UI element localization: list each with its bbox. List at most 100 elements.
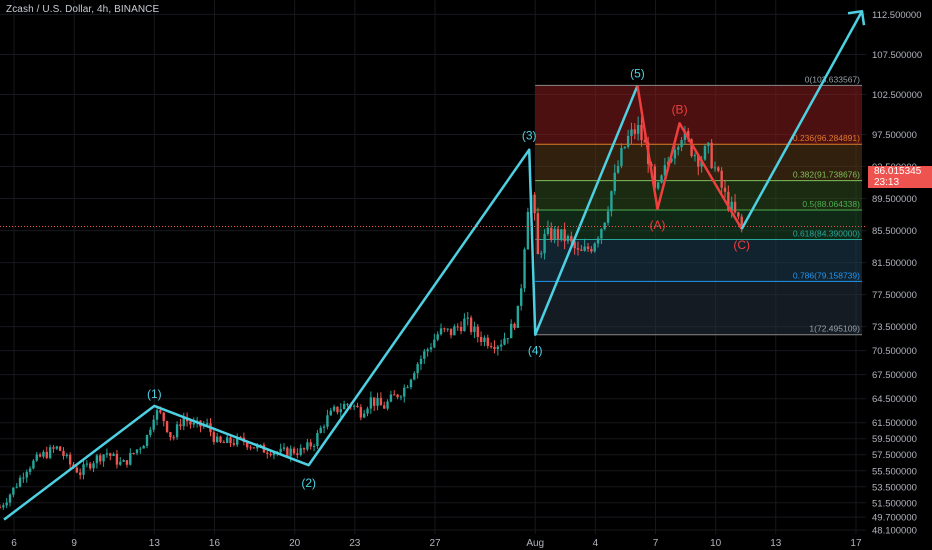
candle-body — [232, 443, 236, 445]
candle-body — [192, 422, 195, 425]
candle-body — [252, 447, 256, 449]
candle-body — [590, 248, 593, 252]
candle-body — [369, 397, 373, 409]
y-tick-label: 57.500000 — [872, 450, 917, 461]
candle-body — [466, 317, 469, 319]
candle-body — [8, 494, 12, 503]
candle-body — [225, 437, 229, 443]
candle-body — [506, 338, 510, 340]
candle-body — [326, 415, 329, 427]
impulse-wave-label: (1) — [147, 387, 162, 401]
time-axis[interactable]: 6 9 13 16 20 23 27 Aug 4 7 10 13 17 — [11, 538, 862, 549]
current-price-tag: 86.015345 23:13 — [868, 166, 932, 188]
candle-body — [219, 436, 222, 442]
x-tick-label: 4 — [593, 538, 599, 549]
y-tick-label: 59.500000 — [872, 434, 917, 445]
candle-body — [473, 326, 476, 333]
x-tick-label: 17 — [850, 538, 862, 549]
candle-body — [546, 227, 550, 234]
candle-body — [129, 452, 132, 465]
candle-body — [95, 455, 99, 464]
candle-body — [339, 409, 342, 413]
candle-body — [215, 436, 219, 443]
candle-body — [403, 387, 406, 397]
x-tick-label: 20 — [289, 538, 301, 549]
candle-body — [733, 201, 737, 213]
candle-body — [680, 140, 683, 148]
candle-body — [493, 346, 496, 350]
elliott-waves[interactable]: (1) (2) (3) (4) (5) (A) (B) (C) — [3, 9, 866, 521]
candle-body — [550, 227, 553, 241]
candle-body — [296, 453, 299, 455]
candle-body — [423, 351, 426, 359]
candle-body — [346, 403, 349, 405]
candle-body — [636, 125, 640, 134]
candle-body — [496, 346, 500, 350]
y-tick-label: 70.500000 — [872, 346, 917, 357]
candle-body — [623, 146, 626, 149]
impulse-wave-label: (2) — [301, 476, 316, 490]
candle-body — [717, 167, 720, 171]
candle-body — [272, 452, 276, 456]
candle-body — [85, 463, 89, 465]
impulse-wave-label: (3) — [522, 129, 537, 143]
candle-body — [289, 448, 292, 457]
candle-body — [653, 166, 657, 189]
candle-body — [25, 471, 28, 478]
candle-body — [222, 441, 226, 443]
candle-body — [673, 149, 677, 159]
candle-body — [45, 451, 48, 458]
candle-body — [48, 447, 52, 458]
candle-body — [359, 407, 363, 418]
candle-body — [239, 436, 242, 438]
candle-body — [332, 406, 336, 411]
candle-body — [436, 334, 439, 340]
candle-body — [456, 326, 459, 328]
y-tick-label: 55.500000 — [872, 466, 917, 477]
bar-countdown: 23:13 — [874, 177, 900, 188]
candle-body — [15, 486, 18, 488]
candle-body — [566, 236, 570, 242]
candle-body — [543, 233, 546, 254]
candle-body — [710, 142, 713, 168]
candle-body — [439, 328, 443, 335]
candle-body — [520, 288, 523, 306]
candle-body — [122, 460, 125, 462]
candle-body — [306, 442, 309, 450]
fib-level-label: 0(103.633567) — [805, 74, 860, 84]
projection-arrowhead — [847, 9, 866, 26]
candle-body — [68, 454, 72, 465]
candle-body — [737, 212, 740, 217]
candle-body — [22, 477, 25, 479]
candle-body — [102, 454, 105, 462]
fib-band — [535, 281, 862, 335]
candle-body — [189, 421, 192, 425]
candle-body — [162, 412, 165, 422]
candle-body — [12, 487, 15, 495]
y-tick-label: 73.500000 — [872, 322, 917, 333]
candle-body — [563, 229, 566, 242]
candle-body — [266, 452, 269, 454]
x-tick-label: 23 — [349, 538, 361, 549]
fibonacci-retracement[interactable]: 0(103.633567) 0.236(96.284891) 0.382(91.73… — [535, 74, 862, 336]
candle-body — [389, 394, 393, 402]
candle-body — [393, 394, 396, 396]
impulse-wave-line — [3, 85, 639, 521]
fib-band — [535, 210, 862, 240]
corrective-wave-label: (B) — [672, 102, 688, 116]
candle-body — [433, 339, 436, 348]
candle-body — [42, 451, 45, 457]
fib-band — [535, 85, 862, 145]
candle-body — [236, 436, 239, 445]
candle-body — [256, 445, 259, 449]
candle-body — [406, 387, 409, 389]
y-tick-label: 51.500000 — [872, 498, 917, 509]
candle-body — [18, 477, 22, 487]
candle-body — [416, 364, 419, 374]
candle-body — [446, 328, 449, 330]
candle-body — [613, 172, 616, 192]
candle-body — [453, 326, 456, 336]
candle-body — [660, 175, 663, 183]
